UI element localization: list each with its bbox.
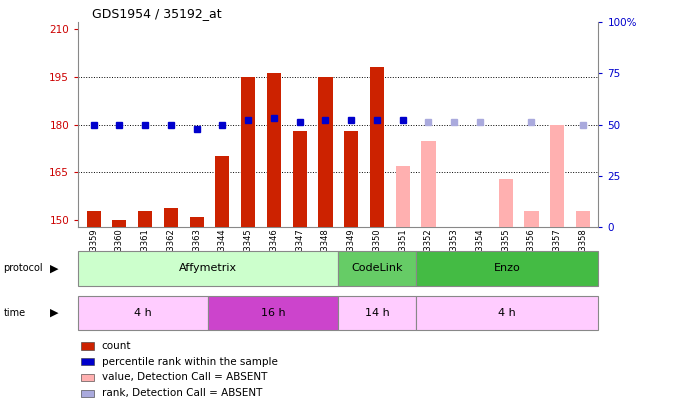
Bar (138, 211, 152, 227)
Bar (344, 131, 358, 227)
Text: ▶: ▶ (50, 308, 58, 318)
Text: count: count (101, 341, 131, 351)
Bar (292, 131, 307, 227)
Text: protocol: protocol (3, 263, 43, 273)
Bar (164, 208, 178, 227)
Text: Enzo: Enzo (494, 263, 521, 273)
Bar (416, 251, 598, 286)
Bar (267, 73, 281, 227)
Bar (81, 390, 94, 396)
Bar (524, 211, 539, 227)
Bar (81, 343, 94, 350)
Bar (550, 125, 564, 227)
Text: 4 h: 4 h (498, 308, 516, 318)
Bar (78, 296, 208, 330)
Text: CodeLink: CodeLink (352, 263, 403, 273)
Bar (81, 374, 94, 381)
Bar (422, 141, 435, 227)
Bar (576, 211, 590, 227)
Text: 14 h: 14 h (365, 308, 390, 318)
Text: time: time (3, 308, 26, 318)
Bar (416, 296, 598, 330)
Text: 16 h: 16 h (261, 308, 286, 318)
Bar (318, 77, 333, 227)
Text: Affymetrix: Affymetrix (180, 263, 237, 273)
Bar (86, 211, 101, 227)
Bar (78, 251, 338, 286)
Text: rank, Detection Call = ABSENT: rank, Detection Call = ABSENT (101, 388, 262, 398)
Bar (216, 156, 229, 227)
Bar (81, 358, 94, 365)
Bar (396, 166, 410, 227)
Text: GDS1954 / 35192_at: GDS1954 / 35192_at (92, 7, 222, 20)
Text: 4 h: 4 h (135, 308, 152, 318)
Bar (338, 251, 416, 286)
Bar (370, 67, 384, 227)
Text: ▶: ▶ (50, 263, 58, 273)
Text: percentile rank within the sample: percentile rank within the sample (101, 357, 277, 367)
Bar (338, 296, 416, 330)
Bar (241, 77, 255, 227)
Bar (498, 179, 513, 227)
Bar (208, 296, 338, 330)
Text: value, Detection Call = ABSENT: value, Detection Call = ABSENT (101, 373, 267, 382)
Bar (112, 220, 126, 227)
Bar (190, 217, 204, 227)
